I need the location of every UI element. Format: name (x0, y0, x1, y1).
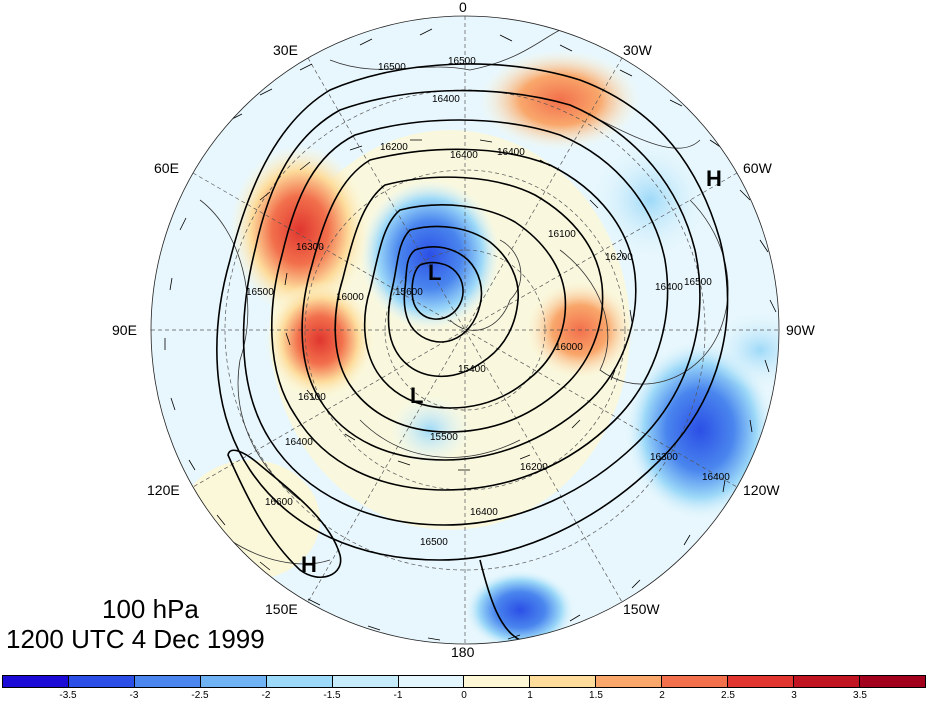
contour-label: 16500 (246, 287, 274, 298)
contour-label: 16100 (298, 392, 326, 403)
contour-label: 16400 (497, 147, 525, 158)
contour-label: 16100 (548, 229, 576, 240)
colorbar-swatch (859, 676, 925, 687)
contour-label: 16500 (684, 277, 712, 288)
contour-label: 16400 (432, 94, 460, 105)
lon-label-150w: 150W (623, 601, 660, 617)
contour-label: 16400 (470, 507, 498, 518)
contour-label: 16300 (650, 452, 678, 463)
low-marker: L (410, 383, 423, 408)
contour-label: 15600 (395, 287, 423, 298)
colorbar-swatch (530, 676, 597, 687)
colorbar-tick-label: 2.5 (721, 690, 735, 701)
colorbar-swatch (134, 676, 201, 687)
contour-label: 16300 (296, 242, 324, 253)
height-contours (216, 63, 729, 641)
colorbar-tick-label: 3 (791, 690, 797, 701)
colorbar-tick-label: -2.5 (191, 690, 209, 701)
pressure-markers: H H L L (301, 166, 722, 577)
colorbar-swatch (794, 676, 860, 687)
lon-label-0: 0 (459, 0, 467, 15)
colorbar-tick-label: 1 (527, 690, 533, 701)
colorbar-swatch (662, 676, 729, 687)
anomaly-shading (180, 50, 779, 644)
contour-label: 16200 (380, 142, 408, 153)
colorbar-swatch (200, 676, 267, 687)
colorbar-tick-label: 3.5 (853, 690, 867, 701)
colorbar-swatch (728, 676, 795, 687)
colorbar-tick-label: -1.5 (323, 690, 341, 701)
lon-label-180: 180 (451, 644, 475, 660)
colorbar-tick-label: -1 (393, 690, 403, 701)
colorbar-tick-label: -3.5 (59, 690, 77, 701)
contour-label: 16500 (420, 537, 448, 548)
contour-label: 16500 (448, 56, 476, 67)
colorbar-tick-label: 0 (461, 690, 467, 701)
contour-label: 16400 (285, 437, 313, 448)
lon-label-60w: 60W (743, 160, 772, 176)
contour-label: 16000 (336, 292, 364, 303)
map-border (150, 15, 780, 645)
contour-label-group: 16500 16500 16400 16400 16400 16200 1610… (246, 56, 730, 548)
contour-label: 15500 (430, 432, 458, 443)
wind-barbs (164, 28, 777, 641)
pressure-level-title: 100 hPa (102, 594, 199, 624)
lon-label-60e: 60E (154, 160, 179, 176)
contour-label: 16200 (520, 462, 548, 473)
contour-label: 16500 (378, 62, 406, 73)
colorbar (2, 675, 926, 688)
contour-label: 16600 (265, 497, 293, 508)
colorbar-tick-label: 1.5 (589, 690, 603, 701)
high-marker: H (301, 552, 317, 577)
colorbar-tick-label: 2 (659, 690, 665, 701)
lon-label-30w: 30W (623, 42, 652, 58)
colorbar-tick-label: -3 (129, 690, 139, 701)
lon-label-30e: 30E (273, 42, 298, 58)
contour-label: 16200 (605, 252, 633, 263)
lon-label-90e: 90E (112, 322, 137, 338)
contour-label: 15400 (458, 364, 486, 375)
contour-label: 16400 (655, 282, 683, 293)
lon-label-120w: 120W (743, 482, 780, 498)
colorbar-swatch (3, 676, 69, 687)
colorbar-swatch (464, 676, 531, 687)
lon-label-120e: 120E (147, 482, 180, 498)
colorbar-swatch (68, 676, 135, 687)
contour-label: 16000 (555, 342, 583, 353)
contour-label: 16400 (702, 472, 730, 483)
colorbar-tick-label: -2 (261, 690, 271, 701)
high-marker: H (706, 166, 722, 191)
valid-time-title: 1200 UTC 4 Dec 1999 (6, 624, 265, 654)
colorbar-swatch (332, 676, 399, 687)
contour-label: 16400 (450, 150, 478, 161)
low-marker: L (428, 260, 441, 285)
lon-label-90w: 90W (786, 322, 815, 338)
colorbar-swatch (596, 676, 663, 687)
lon-label-150e: 150E (265, 601, 298, 617)
colorbar-swatch (398, 676, 465, 687)
colorbar-swatch (266, 676, 333, 687)
